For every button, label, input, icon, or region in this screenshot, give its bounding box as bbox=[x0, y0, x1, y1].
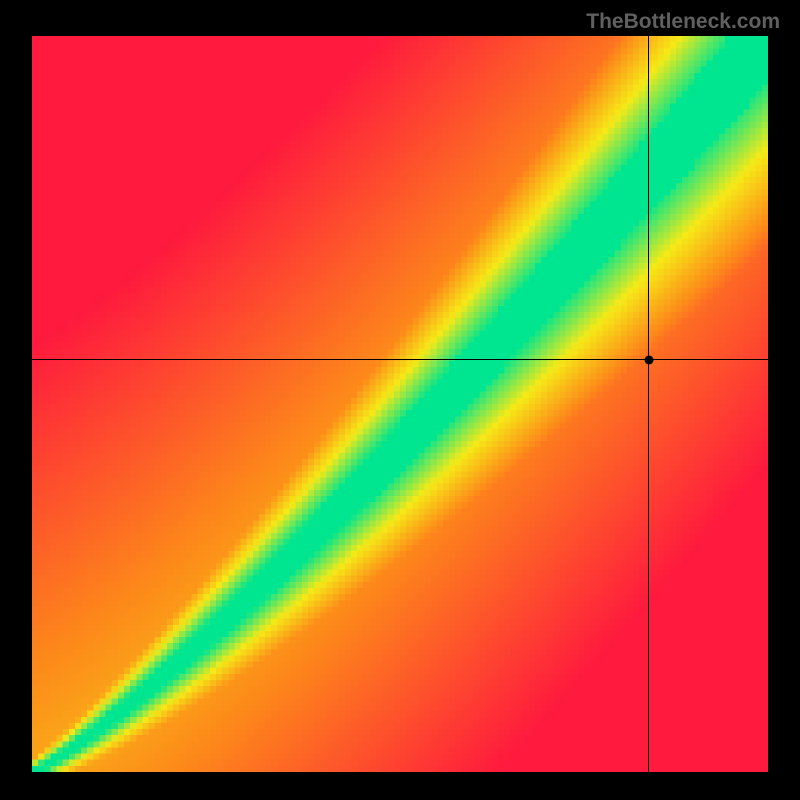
crosshair-vertical bbox=[648, 36, 649, 772]
watermark-text: TheBottleneck.com bbox=[586, 10, 780, 34]
crosshair-horizontal bbox=[32, 359, 768, 360]
crosshair-marker[interactable] bbox=[644, 355, 653, 364]
heatmap-canvas bbox=[32, 36, 768, 772]
heatmap-plot bbox=[32, 36, 768, 772]
